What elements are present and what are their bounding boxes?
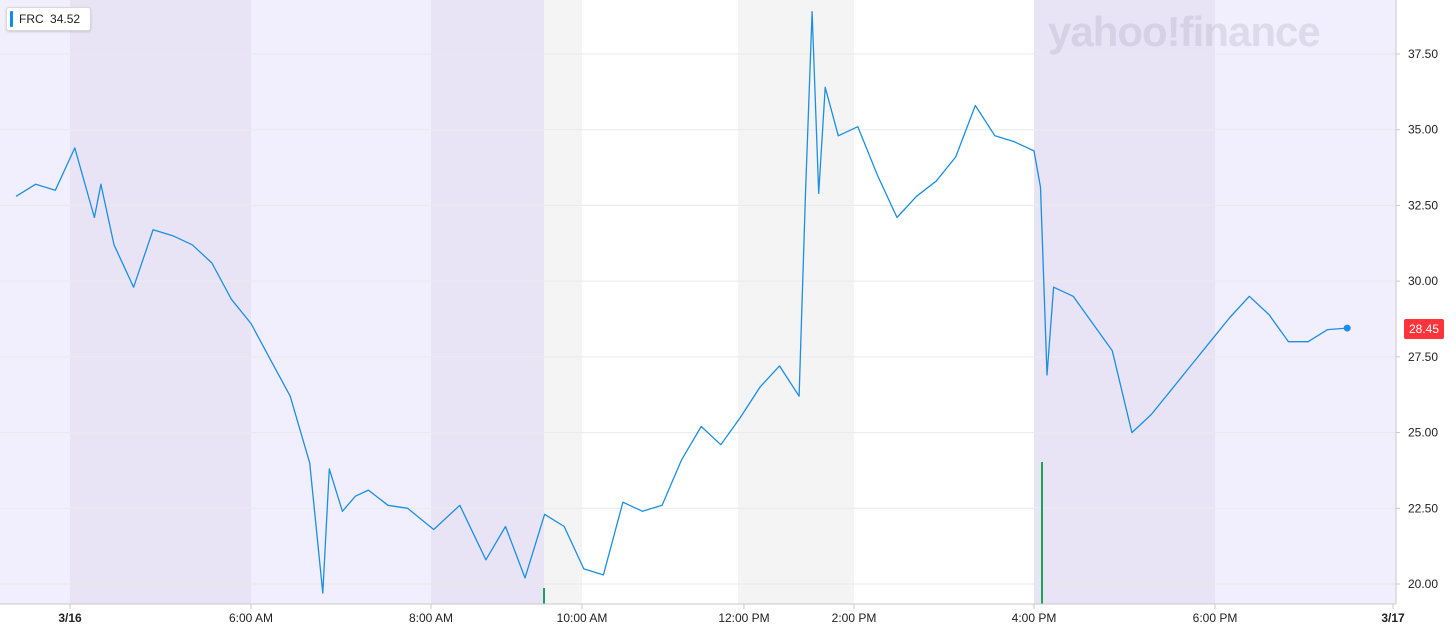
- y-tick-label: 32.50: [1408, 198, 1438, 212]
- y-tick-label: 37.50: [1408, 47, 1438, 61]
- session-bands: [0, 0, 1396, 604]
- volume-bar-open: [543, 588, 545, 604]
- y-tick-label: 22.50: [1408, 501, 1438, 515]
- band-premarket-late: [431, 0, 544, 604]
- volume-bars: [543, 462, 1043, 604]
- price-line[interactable]: [15, 10, 1348, 594]
- x-tick-label: 12:00 PM: [718, 611, 769, 625]
- y-tick-label: 25.00: [1408, 426, 1438, 440]
- band-afterhours-late: [1215, 0, 1396, 604]
- yahoo-finance-logo: yahoo!finance: [1048, 8, 1321, 55]
- band-open-shade: [544, 0, 582, 604]
- last-price-dot[interactable]: [1343, 324, 1351, 332]
- x-tick-label: 6:00 AM: [229, 611, 273, 625]
- x-tick-label: 2:00 PM: [832, 611, 877, 625]
- y-tick-label: 30.00: [1408, 274, 1438, 288]
- y-axis: 37.50 35.00 32.50 30.00 27.50 25.00 22.50 20.00: [1396, 47, 1438, 591]
- y-tick-label: 27.50: [1408, 350, 1438, 364]
- y-tick-label: 35.00: [1408, 123, 1438, 137]
- band-regular-1: [582, 0, 738, 604]
- ticker-badge[interactable]: FRC 34.52: [6, 7, 92, 31]
- gridlines: [0, 53, 1396, 585]
- last-price-badge: 28.45: [1404, 319, 1444, 339]
- volume-bar-close: [1041, 462, 1043, 604]
- x-tick-label: 10:00 AM: [557, 611, 608, 625]
- band-premarket-mid: [251, 0, 431, 604]
- x-tick-label: 4:00 PM: [1012, 611, 1057, 625]
- x-tick-label: 3/17: [1381, 611, 1405, 625]
- x-tick-label: 3/16: [58, 611, 82, 625]
- band-overnight: [0, 0, 70, 604]
- x-tick-label: 8:00 AM: [409, 611, 453, 625]
- band-regular-2: [738, 0, 854, 604]
- x-tick-label: 6:00 PM: [1193, 611, 1238, 625]
- y-tick-label: 20.00: [1408, 577, 1438, 591]
- x-axis: 3/16 6:00 AM 8:00 AM 10:00 AM 12:00 PM 2:00 P…: [58, 604, 1405, 625]
- ticker-color-marker: [10, 11, 13, 27]
- band-premarket-early: [70, 0, 251, 604]
- ticker-symbol: FRC: [19, 12, 44, 26]
- band-afterhours-early: [1034, 0, 1215, 604]
- band-regular-3: [854, 0, 1034, 604]
- ticker-value: 34.52: [50, 12, 81, 26]
